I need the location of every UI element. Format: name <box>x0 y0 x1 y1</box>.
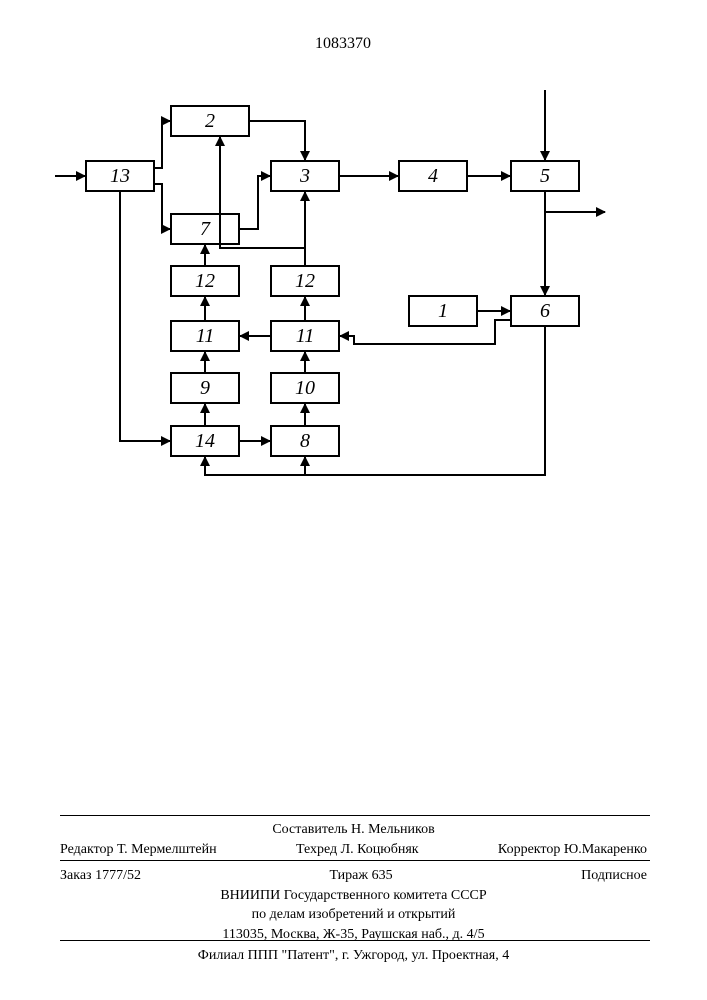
block-9: 9 <box>170 372 240 404</box>
rule-mid <box>60 860 650 861</box>
edge-b2-b3 <box>250 121 305 160</box>
subscription: Подписное <box>581 866 647 886</box>
order: Заказ 1777/52 <box>60 866 141 886</box>
block-5: 5 <box>510 160 580 192</box>
address: 113035, Москва, Ж-35, Раушская наб., д. … <box>0 925 707 945</box>
block-12: 12 <box>170 265 240 297</box>
edge-b6-b14 <box>205 327 545 475</box>
block-3: 3 <box>270 160 340 192</box>
block-13: 13 <box>85 160 155 192</box>
block-1: 1 <box>408 295 478 327</box>
corrector: Корректор Ю.Макаренко <box>498 840 647 860</box>
rule-bot <box>60 940 650 941</box>
block-14: 14 <box>170 425 240 457</box>
block-10: 10 <box>270 372 340 404</box>
org-line2: по делам изобретений и открытий <box>0 905 707 925</box>
edge-b13-b14 <box>120 192 170 441</box>
edge-b5-ext_right <box>545 192 605 212</box>
order-block: Заказ 1777/52 Тираж 635 Подписное ВНИИПИ… <box>0 866 707 944</box>
edge-b6-b8 <box>305 327 545 475</box>
editor: Редактор Т. Мермелштейн <box>60 840 217 860</box>
edge-b13-b2 <box>155 121 170 168</box>
page-number: 1083370 <box>315 35 371 53</box>
edge-b13-b7 <box>155 184 170 229</box>
rule-top <box>60 815 650 816</box>
techred: Техред Л. Коцюбняк <box>296 840 419 860</box>
edge-b7-b3 <box>240 176 270 229</box>
block-2: 2 <box>170 105 250 137</box>
branch-line: Филиал ППП "Патент", г. Ужгород, ул. Про… <box>0 946 707 966</box>
block-11: 11 <box>170 320 240 352</box>
compiler-name: Н. Мельников <box>351 822 435 837</box>
editors-row: Редактор Т. Мермелштейн Техред Л. Коцюбн… <box>0 840 707 860</box>
compiler-line: Составитель Н. Мельников <box>0 820 707 840</box>
block-7: 7 <box>170 213 240 245</box>
print-run: Тираж 635 <box>329 866 392 886</box>
block-12: 12 <box>270 265 340 297</box>
block-11: 11 <box>270 320 340 352</box>
org-line1: ВНИИПИ Государственного комитета СССР <box>0 886 707 906</box>
compiler-label: Составитель <box>272 822 347 837</box>
credits-block: Составитель Н. Мельников Редактор Т. Мер… <box>0 820 707 859</box>
block-6: 6 <box>510 295 580 327</box>
block-8: 8 <box>270 425 340 457</box>
order-row: Заказ 1777/52 Тираж 635 Подписное <box>0 866 707 886</box>
block-4: 4 <box>398 160 468 192</box>
